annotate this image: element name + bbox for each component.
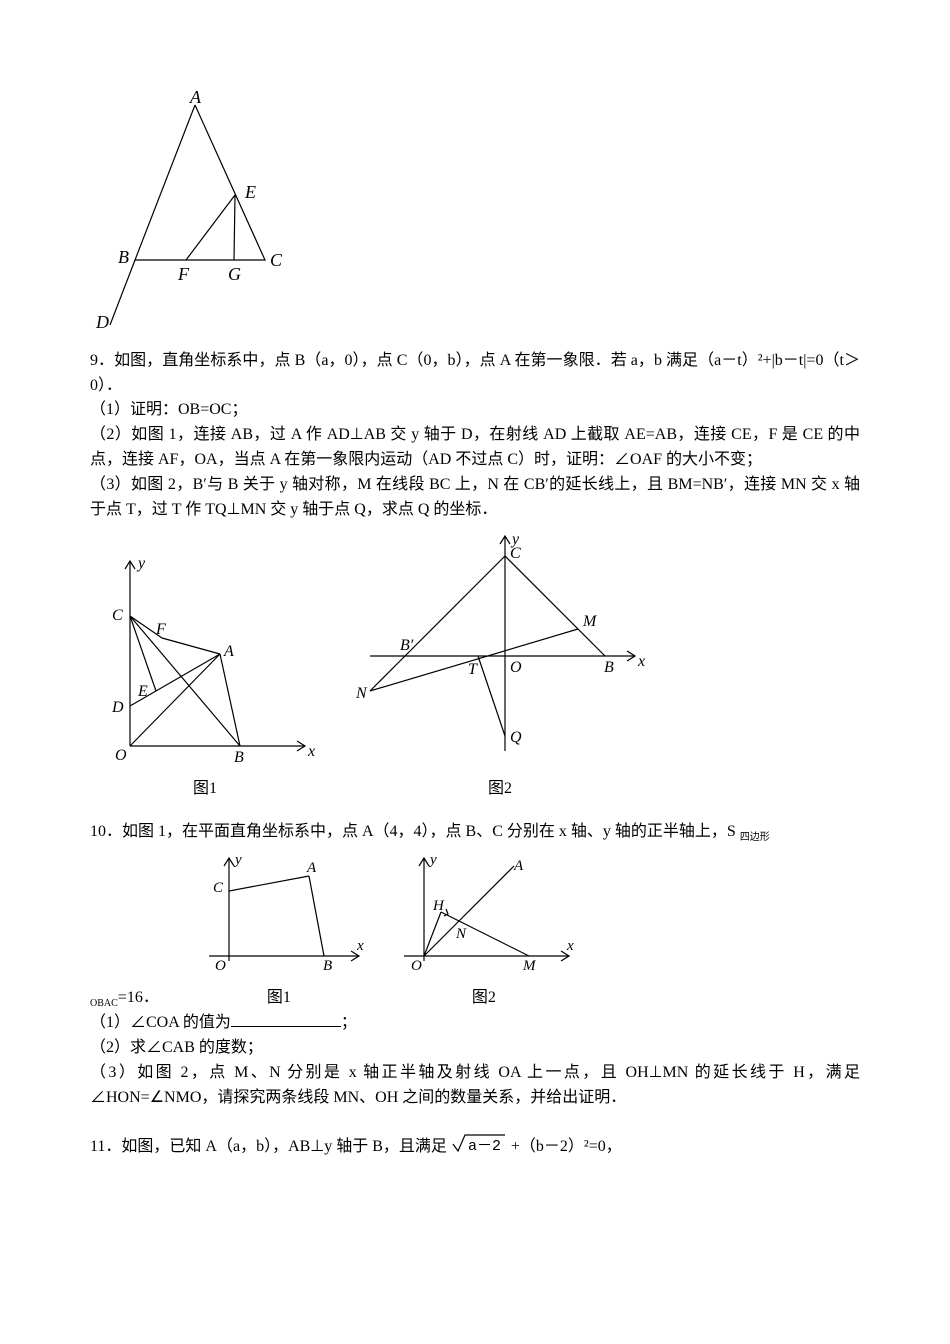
q10-fig2-caption: 图2	[389, 986, 579, 1011]
q10f1-A: A	[306, 860, 317, 876]
q9f1-y: y	[136, 555, 146, 572]
q9-lead: 9．如图，直角坐标系中，点 B（a，0），点 C（0，b），点 A 在第一象限．…	[90, 349, 860, 399]
q10-fig1: y x O C A B 图1	[189, 846, 369, 1012]
q10f1-x: x	[356, 938, 364, 954]
q9f1-C: C	[112, 607, 123, 624]
q10-lead-bc: OBAC=16．	[90, 986, 159, 1012]
label-B: B	[118, 247, 129, 267]
q10-p1-b: ；	[341, 1014, 357, 1031]
q9-fig2-svg: y x O C M B B′ N T Q	[350, 526, 650, 766]
q9-fig1: y x O C F A E D B 图1	[90, 546, 320, 802]
q10-lead-row: 10．如图 1，在平面直角坐标系中，点 A（4，4），点 B、C 分别在 x 轴…	[90, 820, 860, 1011]
q10f2-H: H	[432, 898, 445, 914]
q10: 10．如图 1，在平面直角坐标系中，点 A（4，4），点 B、C 分别在 x 轴…	[90, 820, 860, 1110]
q10-figrow: OBAC=16． y x	[90, 846, 860, 1012]
q10-fig1-caption: 图1	[189, 986, 369, 1011]
label-A: A	[189, 90, 202, 107]
q10-fig2: y x O A H N M 图2	[389, 846, 579, 1012]
q10f2-M: M	[522, 958, 537, 974]
q10-p3: （3）如图 2，点 M、N 分别是 x 轴正半轴及射线 OA 上一点，且 OH⊥…	[90, 1061, 860, 1111]
q10-lead-b: OBAC	[90, 998, 118, 1009]
q10-lead-sub: 四边形	[740, 832, 770, 843]
q10f1-O: O	[215, 958, 226, 974]
q11: 11．如图，已知 A（a，b），AB⊥y 轴于 B，且满足 a－2 +（b－2）…	[90, 1132, 860, 1163]
q10-fig2-svg: y x O A H N M	[389, 846, 579, 976]
q9f1-E: E	[137, 683, 148, 700]
label-F: F	[177, 264, 190, 284]
q10-lead-c: =16．	[118, 989, 159, 1006]
q10-p1-a: （1）∠COA 的值为	[90, 1014, 231, 1031]
label-C: C	[270, 250, 283, 270]
q11-lead: 11．如图，已知 A（a，b），AB⊥y 轴于 B，且满足 a－2 +（b－2）…	[90, 1132, 860, 1163]
q10f2-y: y	[428, 852, 437, 868]
q8-svg: A E B F G C D	[90, 90, 300, 330]
q9f2-Q: Q	[510, 729, 522, 746]
q9f1-O: O	[115, 747, 127, 764]
q10f2-O: O	[411, 958, 422, 974]
q9f2-N: N	[355, 685, 368, 702]
q9f1-x: x	[307, 743, 315, 760]
q9-fig2: y x O C M B B′ N T Q 图2	[350, 526, 650, 802]
q9f2-O: O	[510, 659, 522, 676]
q9-fig2-caption: 图2	[350, 777, 650, 802]
q10f1-B: B	[323, 958, 332, 974]
q9f2-Bp: B′	[400, 637, 414, 654]
label-D: D	[95, 312, 109, 330]
q9f1-A: A	[223, 643, 234, 660]
q10f1-y: y	[233, 852, 242, 868]
q10f1-C: C	[213, 880, 224, 896]
q9f2-T: T	[468, 661, 478, 678]
q11-lead-a: 11．如图，已知 A（a，b），AB⊥y 轴于 B，且满足	[90, 1139, 447, 1156]
q10f2-x: x	[566, 938, 574, 954]
q10-fig1-svg: y x O C A B	[189, 846, 369, 976]
q9-figures: y x O C F A E D B 图1	[90, 526, 860, 802]
label-G: G	[228, 264, 241, 284]
page: A E B F G C D 9．如图，直角坐标系中，点 B（a，0），点 C（0…	[0, 0, 950, 1344]
q9-fig1-caption: 图1	[90, 777, 320, 802]
q9f2-C: C	[510, 545, 521, 562]
q10-p1: （1）∠COA 的值为 ；	[90, 1011, 860, 1036]
q10-lead-line1: 10．如图 1，在平面直角坐标系中，点 A（4，4），点 B、C 分别在 x 轴…	[90, 820, 860, 846]
q9f1-F: F	[155, 621, 166, 638]
q9-p1: （1）证明：OB=OC；	[90, 398, 860, 423]
q9f2-B: B	[604, 659, 614, 676]
q11-sqrt-expr: a－2	[468, 1138, 501, 1154]
q10f2-N: N	[455, 926, 467, 942]
q9-p2: （2）如图 1，连接 AB，过 A 作 AD⊥AB 交 y 轴于 D，在射线 A…	[90, 423, 860, 473]
label-E: E	[244, 182, 256, 202]
q10f2-A: A	[513, 858, 524, 874]
q9-p3: （3）如图 2，B′与 B 关于 y 轴对称，M 在线段 BC 上，N 在 CB…	[90, 473, 860, 523]
q9f1-B: B	[234, 749, 244, 766]
q9f2-M: M	[582, 613, 598, 630]
q11-lead-b: +（b－2）²=0，	[511, 1139, 622, 1156]
q9-fig1-svg: y x O C F A E D B	[90, 546, 320, 766]
q10-lead-a: 10．如图 1，在平面直角坐标系中，点 A（4，4），点 B、C 分别在 x 轴…	[90, 823, 740, 840]
q9f2-x: x	[637, 653, 645, 670]
q9: 9．如图，直角坐标系中，点 B（a，0），点 C（0，b），点 A 在第一象限．…	[90, 349, 860, 802]
sqrt-icon: a－2	[451, 1132, 507, 1163]
q9f1-D: D	[111, 699, 124, 716]
figure-q8: A E B F G C D	[90, 90, 860, 339]
q10-p2: （2）求∠CAB 的度数；	[90, 1036, 860, 1061]
blank-line	[231, 1026, 341, 1027]
